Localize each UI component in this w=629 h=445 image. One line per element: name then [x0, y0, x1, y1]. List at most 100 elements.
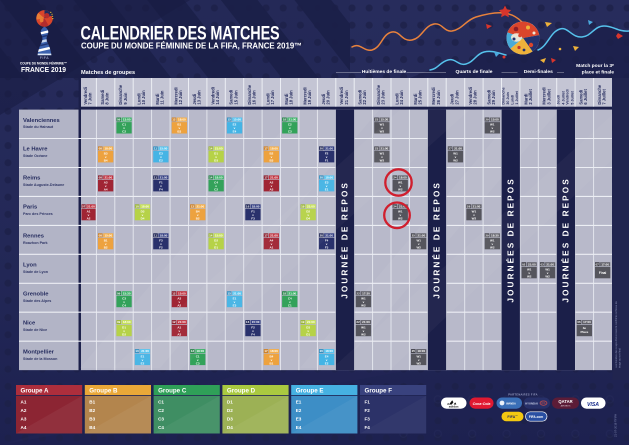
svg-text:22: 22 — [356, 291, 360, 295]
svg-text:v: v — [215, 242, 217, 246]
svg-text:D2: D2 — [227, 408, 233, 413]
svg-text:4 Juillet: 4 Juillet — [561, 90, 565, 104]
svg-text:B4: B4 — [196, 210, 200, 214]
svg-text:F2: F2 — [159, 246, 163, 250]
svg-text:v: v — [105, 242, 107, 246]
svg-text:v: v — [326, 242, 328, 246]
svg-text:14: 14 — [209, 147, 213, 151]
svg-text:COUPE DU MONDE FÉMININE™: COUPE DU MONDE FÉMININE™ — [20, 60, 67, 65]
svg-text:B2: B2 — [104, 246, 108, 250]
svg-text:Lundi: Lundi — [511, 95, 515, 105]
svg-text:09: 09 — [117, 320, 121, 324]
svg-text:Groupe A: Groupe A — [21, 387, 49, 394]
svg-text:28 Juin: 28 Juin — [473, 90, 478, 105]
svg-text:E1: E1 — [296, 400, 302, 405]
svg-text:v: v — [326, 184, 328, 188]
svg-text:Le Havre: Le Havre — [23, 147, 48, 153]
svg-text:21:00: 21:00 — [473, 204, 481, 208]
svg-text:C3: C3 — [122, 296, 126, 300]
svg-text:Samedi: Samedi — [229, 90, 234, 105]
svg-text:F4: F4 — [365, 425, 371, 430]
svg-text:20: 20 — [320, 349, 324, 353]
svg-text:Dimanche: Dimanche — [247, 84, 252, 104]
svg-text:W2: W2 — [416, 361, 421, 365]
svg-text:Vendredi: Vendredi — [468, 87, 473, 105]
svg-text:B4: B4 — [104, 159, 108, 163]
svg-text:W2: W2 — [380, 159, 385, 163]
svg-text:W1: W1 — [545, 267, 550, 271]
svg-text:adidas: adidas — [449, 404, 459, 408]
svg-text:Rennes: Rennes — [23, 234, 44, 240]
svg-text:18 Juin: 18 Juin — [289, 90, 294, 105]
svg-text:17:00: 17:00 — [601, 262, 609, 266]
svg-text:21:00: 21:00 — [215, 147, 223, 151]
svg-text:F4: F4 — [159, 188, 163, 192]
svg-text:11: 11 — [154, 233, 158, 237]
svg-text:12 Juin: 12 Juin — [178, 90, 183, 105]
svg-text:17: 17 — [264, 176, 268, 180]
svg-text:Montpellier: Montpellier — [23, 349, 55, 355]
svg-text:C1: C1 — [122, 123, 126, 127]
svg-text:15: 15 — [228, 291, 232, 295]
svg-text:18:00: 18:00 — [399, 176, 407, 180]
svg-text:7 Juillet: 7 Juillet — [602, 89, 607, 105]
svg-text:Les horaires des coups d'envoi: Les horaires des coups d'envoi seront co… — [615, 301, 618, 368]
svg-text:12: 12 — [172, 291, 176, 295]
svg-text:23: 23 — [375, 118, 379, 122]
svg-text:Paris: Paris — [23, 205, 37, 211]
svg-text:Parc des Princes: Parc des Princes — [23, 212, 53, 216]
svg-text:D3: D3 — [227, 416, 233, 421]
svg-text:19: 19 — [301, 204, 305, 208]
svg-text:21:00: 21:00 — [362, 320, 370, 324]
svg-text:v: v — [289, 126, 291, 130]
svg-text:Final: Final — [599, 271, 607, 275]
svg-text:v: v — [547, 271, 549, 275]
svg-text:JOURNÉES DE REPOS: JOURNÉES DE REPOS — [561, 177, 571, 302]
svg-text:17:00: 17:00 — [583, 320, 591, 324]
svg-text:E3: E3 — [325, 181, 329, 185]
svg-text:21:00: 21:00 — [307, 320, 315, 324]
svg-text:F2: F2 — [365, 408, 371, 413]
svg-text:D2: D2 — [306, 210, 310, 214]
svg-text:D1: D1 — [306, 332, 310, 336]
svg-text:v: v — [105, 155, 107, 159]
svg-text:v: v — [491, 242, 493, 246]
svg-text:E3: E3 — [159, 152, 163, 156]
svg-text:C1: C1 — [288, 303, 292, 307]
svg-text:v: v — [142, 213, 144, 217]
svg-text:18:00: 18:00 — [215, 176, 223, 180]
svg-text:22 Juin: 22 Juin — [362, 90, 367, 105]
svg-text:v: v — [528, 271, 530, 275]
svg-text:D1: D1 — [214, 152, 218, 156]
svg-text:E1: E1 — [233, 296, 237, 300]
svg-text:Lundi: Lundi — [137, 93, 142, 104]
svg-text:7 Juin: 7 Juin — [88, 92, 93, 104]
svg-text:F4: F4 — [251, 332, 255, 336]
svg-text:E4: E4 — [296, 425, 302, 430]
svg-text:C1: C1 — [196, 354, 200, 358]
svg-text:E2: E2 — [159, 159, 163, 163]
svg-text:B1: B1 — [177, 123, 181, 127]
svg-text:08: 08 — [99, 176, 103, 180]
svg-text:v: v — [178, 329, 180, 333]
svg-text:Lundi: Lundi — [394, 93, 399, 104]
svg-text:A1: A1 — [87, 210, 91, 214]
svg-text:v: v — [178, 126, 180, 130]
svg-text:Lyon: Lyon — [23, 263, 37, 269]
svg-text:v: v — [142, 358, 144, 362]
svg-text:17:30: 17:30 — [362, 291, 370, 295]
svg-text:16: 16 — [246, 320, 250, 324]
svg-text:B2: B2 — [196, 217, 200, 221]
svg-text:5 Juillet: 5 Juillet — [570, 90, 574, 104]
svg-text:B2: B2 — [269, 152, 273, 156]
svg-text:18:00: 18:00 — [252, 204, 260, 208]
svg-text:A4: A4 — [104, 188, 108, 192]
svg-text:Lundi: Lundi — [266, 93, 271, 104]
svg-text:W2: W2 — [545, 274, 550, 278]
svg-text:Samedi: Samedi — [579, 90, 584, 105]
svg-text:23: 23 — [375, 147, 379, 151]
svg-text:10: 10 — [135, 349, 139, 353]
svg-text:21:00: 21:00 — [307, 204, 315, 208]
svg-text:27 Juin: 27 Juin — [454, 90, 459, 105]
svg-text:C2: C2 — [158, 408, 164, 413]
